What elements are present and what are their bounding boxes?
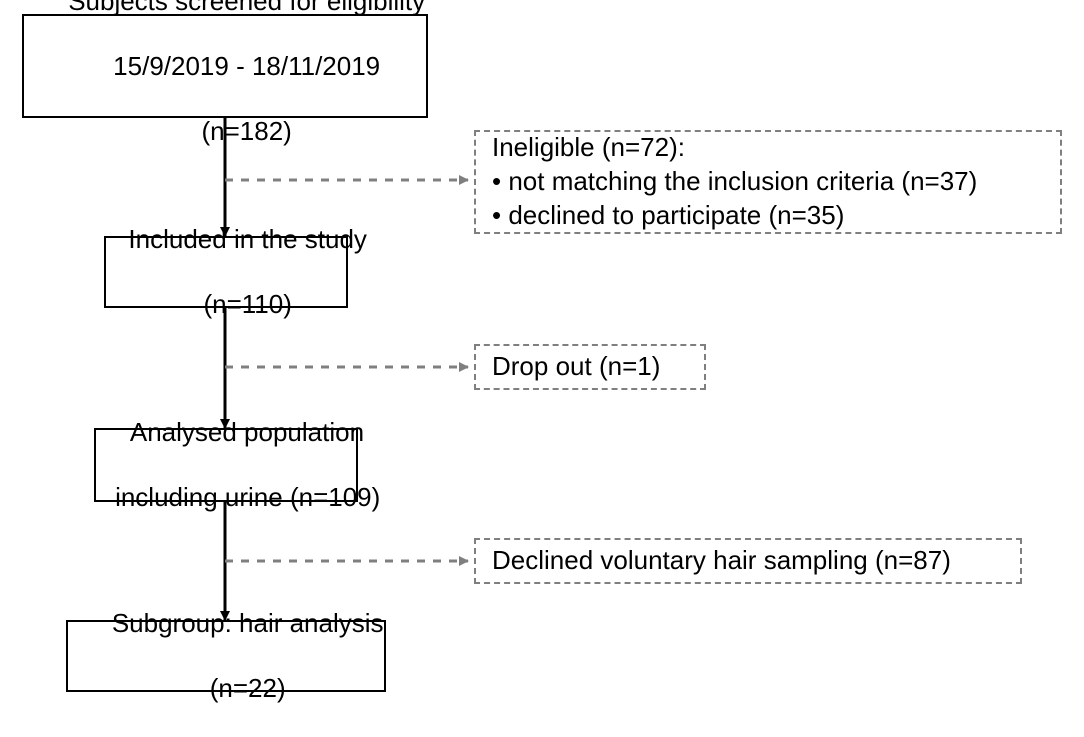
node-subgroup: Subgroup: hair analysis (n=22) bbox=[66, 620, 386, 692]
node-declined-hair: Declined voluntary hair sampling (n=87) bbox=[474, 538, 1022, 584]
node-included-line2: (n=110) bbox=[203, 289, 291, 319]
node-ineligible: Ineligible (n=72): • not matching the in… bbox=[474, 130, 1062, 234]
node-declined-hair-line1: Declined voluntary hair sampling (n=87) bbox=[492, 544, 951, 578]
node-ineligible-line2: • not matching the inclusion criteria (n… bbox=[492, 165, 977, 199]
node-ineligible-line3: • declined to participate (n=35) bbox=[492, 199, 844, 233]
node-subgroup-line1: Subgroup: hair analysis bbox=[112, 608, 384, 638]
node-screened: Subjects screened for eligibility 15/9/2… bbox=[22, 14, 428, 118]
node-ineligible-line1: Ineligible (n=72): bbox=[492, 131, 685, 165]
flowchart-canvas: Subjects screened for eligibility 15/9/2… bbox=[0, 0, 1084, 732]
node-analysed-line2: including urine (n=109) bbox=[115, 482, 380, 512]
node-analysed: Analysed population including urine (n=1… bbox=[94, 428, 358, 502]
node-included: Included in the study (n=110) bbox=[104, 236, 348, 308]
node-subgroup-line2: (n=22) bbox=[210, 673, 286, 703]
node-dropout: Drop out (n=1) bbox=[474, 344, 706, 390]
node-screened-line3: (n=182) bbox=[202, 116, 292, 146]
node-dropout-line1: Drop out (n=1) bbox=[492, 350, 660, 384]
node-screened-line2: 15/9/2019 - 18/11/2019 bbox=[113, 51, 380, 81]
node-included-line1: Included in the study bbox=[128, 224, 367, 254]
node-screened-line1: Subjects screened for eligibility bbox=[68, 0, 425, 16]
node-analysed-line1: Analysed population bbox=[130, 417, 364, 447]
